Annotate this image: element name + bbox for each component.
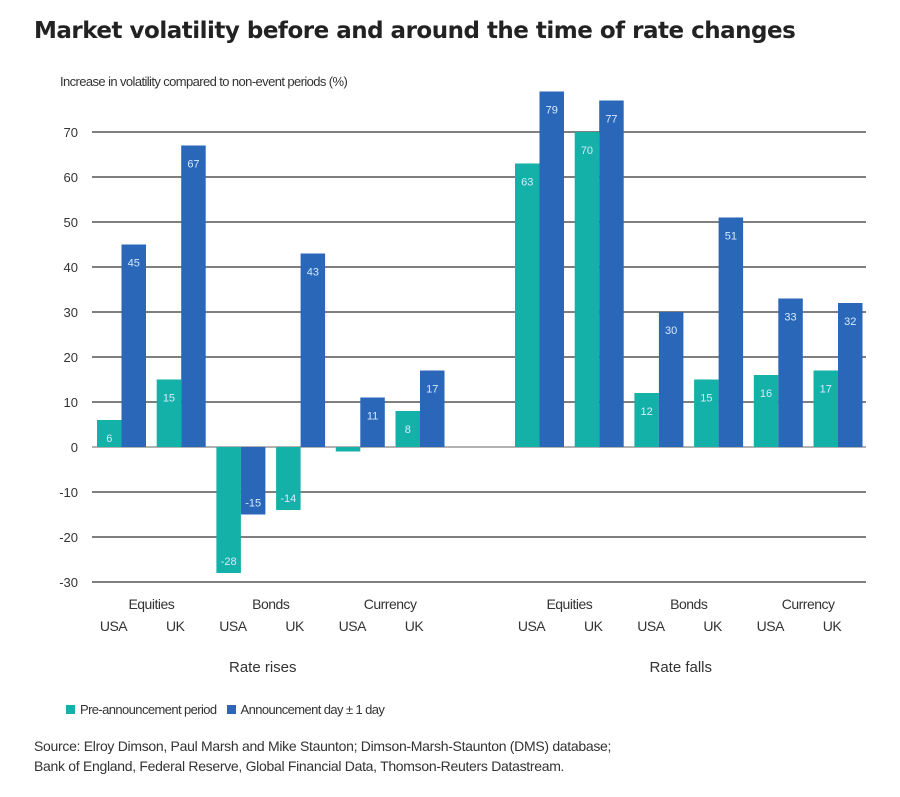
bar-pre-announcement — [97, 420, 122, 447]
data-label: 15 — [163, 393, 175, 405]
data-label: 15 — [700, 393, 712, 405]
y-tick-label: 30 — [64, 305, 78, 320]
data-label: 67 — [187, 159, 199, 171]
legend: Pre-announcement period Announcement day… — [66, 702, 394, 717]
y-tick-label: -30 — [59, 575, 78, 590]
asset-label: Currency — [364, 596, 417, 612]
legend-item-announcement: Announcement day ± 1 day — [226, 702, 385, 717]
bar-announcement-day — [181, 145, 206, 447]
bar-chart: 70 60 50 40 30 20 10 0 -10 -20 -30 6 15 -28 -14 8 63 70 1… — [59, 91, 866, 676]
bar-announcement-day — [838, 303, 863, 447]
data-label: 17 — [426, 384, 438, 396]
y-tick-label: 0 — [71, 440, 78, 455]
data-label: 17 — [820, 384, 832, 396]
bar-announcement-day — [360, 397, 385, 447]
chart-title: Market volatility before and around the … — [34, 18, 796, 44]
legend-swatch-pre — [66, 705, 75, 714]
country-label: USA — [518, 618, 546, 634]
gridlines — [92, 131, 866, 583]
country-label: UK — [823, 618, 843, 634]
country-label: USA — [219, 618, 247, 634]
legend-label-announcement: Announcement day ± 1 day — [240, 702, 385, 717]
bar-pre-announcement — [634, 393, 659, 447]
data-label: 33 — [784, 312, 796, 324]
bar-pre-announcement — [335, 447, 361, 452]
data-label: 43 — [307, 267, 319, 279]
asset-label: Equities — [128, 596, 174, 612]
bar-pre-announcement — [216, 447, 241, 573]
data-label: 6 — [106, 433, 112, 445]
country-label: USA — [757, 618, 785, 634]
country-label: UK — [285, 618, 305, 634]
data-label: 32 — [844, 316, 856, 328]
bar-pre-announcement — [813, 370, 838, 447]
bar-announcement-day — [300, 253, 326, 447]
data-label: -14 — [280, 493, 296, 505]
y-tick-label: 10 — [64, 395, 78, 410]
data-label: 30 — [665, 325, 677, 337]
bar-announcement-day — [658, 312, 684, 447]
bar-announcement-day — [420, 370, 445, 447]
country-label: UK — [166, 618, 186, 634]
y-tick-label: 50 — [64, 215, 78, 230]
bar-pre-announcement — [515, 163, 540, 447]
y-tick-label: 20 — [64, 350, 78, 365]
country-label: USA — [637, 618, 665, 634]
asset-label: Currency — [782, 596, 835, 612]
bar-announcement-day — [539, 91, 564, 447]
bar-announcement-day — [121, 244, 146, 447]
country-label: UK — [703, 618, 723, 634]
bar-pre-announcement — [276, 447, 301, 510]
data-labels: 6 15 -28 -14 8 63 70 12 15 16 17 45 67 -15 43 11 17 79 77 3… — [106, 105, 856, 569]
bar-pre-announcement — [156, 379, 182, 447]
data-label: 70 — [581, 145, 593, 157]
bar-pre-announcement — [753, 375, 779, 447]
y-tick-label: 70 — [64, 125, 78, 140]
asset-label: Equities — [546, 596, 592, 612]
data-label: -28 — [221, 556, 237, 568]
data-label: 63 — [521, 177, 533, 189]
legend-label-pre: Pre-announcement period — [80, 702, 217, 717]
y-tick-label: -20 — [59, 530, 78, 545]
group-label: Rate falls — [649, 659, 712, 676]
bars — [97, 91, 863, 573]
asset-label: Bonds — [670, 596, 708, 612]
data-label: 79 — [546, 105, 558, 117]
bar-pre-announcement — [574, 132, 600, 447]
y-axis-label: Increase in volatility compared to non-e… — [60, 74, 348, 89]
country-label: UK — [405, 618, 425, 634]
data-label: 51 — [725, 231, 737, 243]
source-line-2: Bank of England, Federal Reserve, Global… — [34, 758, 565, 774]
country-label: USA — [100, 618, 128, 634]
bar-pre-announcement — [395, 411, 420, 447]
country-label: USA — [339, 618, 367, 634]
bar-announcement-day — [599, 100, 624, 447]
data-label: -15 — [245, 498, 261, 510]
y-axis-ticks: 70 60 50 40 30 20 10 0 -10 -20 -30 — [59, 125, 78, 590]
source-line-1: Source: Elroy Dimson, Paul Marsh and Mik… — [34, 738, 612, 754]
asset-label: Bonds — [252, 596, 290, 612]
y-tick-label: 60 — [64, 170, 78, 185]
source-note: Source: Elroy Dimson, Paul Marsh and Mik… — [34, 736, 611, 776]
legend-item-pre: Pre-announcement period — [66, 702, 217, 717]
data-label: 77 — [605, 114, 617, 126]
data-label: 45 — [128, 258, 140, 270]
bar-announcement-day — [718, 217, 744, 447]
y-tick-label: 40 — [64, 260, 78, 275]
bar-announcement-day — [778, 298, 803, 447]
bar-announcement-day — [240, 447, 266, 515]
data-label: 12 — [641, 406, 653, 418]
bar-pre-announcement — [694, 379, 719, 447]
country-label: UK — [584, 618, 604, 634]
data-label: 11 — [367, 411, 378, 423]
data-label: 8 — [405, 424, 411, 436]
legend-swatch-announcement — [226, 705, 236, 714]
y-tick-label: -10 — [59, 485, 78, 500]
group-label: Rate rises — [229, 659, 297, 676]
data-label: 16 — [760, 388, 772, 400]
